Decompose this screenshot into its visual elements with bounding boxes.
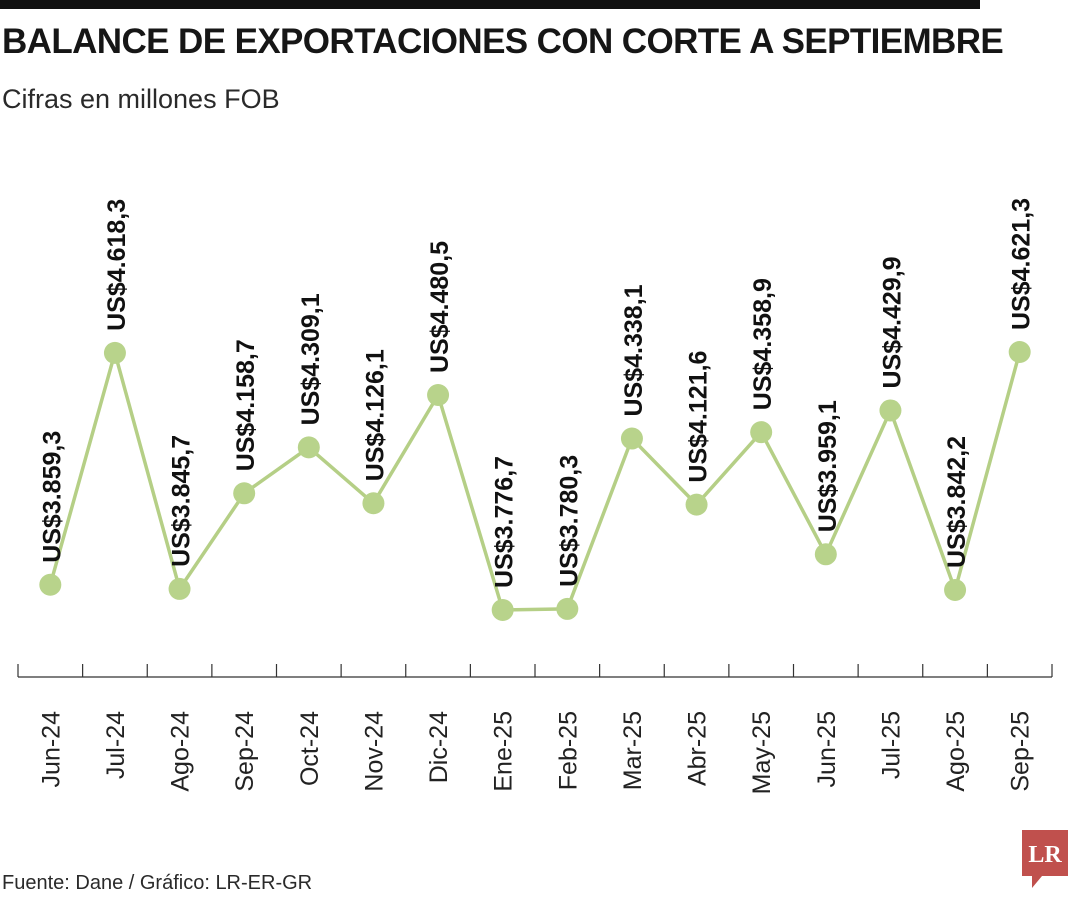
data-point [233, 482, 256, 505]
data-label: US$4.338,1 [620, 284, 648, 416]
x-tick-label: May-25 [748, 711, 776, 794]
x-tick-label: Ago-25 [942, 711, 970, 792]
x-tick-label: Ene-25 [490, 711, 518, 792]
data-point [620, 427, 643, 450]
x-tick-label: Jun-24 [37, 711, 65, 788]
data-point [297, 436, 320, 459]
data-label: US$4.621,3 [1008, 198, 1036, 330]
data-label: US$3.776,7 [491, 456, 519, 588]
data-point [814, 543, 837, 566]
source-note: Fuente: Dane / Gráfico: LR-ER-GR [2, 872, 313, 894]
data-label: US$4.126,1 [361, 349, 389, 481]
data-label: US$4.480,5 [426, 241, 454, 373]
data-label: US$3.959,1 [814, 400, 842, 532]
data-point [750, 421, 773, 444]
data-label: US$4.429,9 [878, 256, 906, 388]
x-tick-label: Mar-25 [619, 711, 647, 790]
chart-title: BALANCE DE EXPORTACIONES CON CORTE A SEP… [2, 22, 1004, 61]
logo-text: LR [1028, 842, 1062, 868]
data-label: US$3.780,3 [555, 455, 583, 587]
data-label: US$3.842,2 [943, 436, 971, 568]
x-tick-label: Nov-24 [360, 711, 388, 792]
x-tick-label: Feb-25 [554, 711, 582, 790]
data-label: US$4.618,3 [103, 199, 131, 331]
x-tick-label: Sep-24 [231, 711, 259, 792]
data-point [427, 384, 450, 407]
data-point [1008, 341, 1031, 363]
data-label: US$4.309,1 [297, 293, 325, 425]
chart-subtitle: Cifras en millones FOB [2, 84, 280, 114]
data-label: US$4.121,6 [685, 351, 713, 483]
data-label: US$3.845,7 [168, 435, 196, 567]
logo-badge [1022, 830, 1068, 888]
x-tick-label: Sep-25 [1007, 711, 1035, 792]
series-line [48, 351, 1022, 612]
x-tick-label: Jul-24 [102, 711, 130, 779]
x-tick-label: Jul-25 [877, 711, 905, 779]
data-point [168, 577, 191, 600]
data-point [103, 341, 126, 364]
x-tick-label: Abr-25 [684, 711, 712, 786]
x-tick-label: Ago-24 [167, 711, 195, 792]
data-point [39, 573, 62, 596]
data-point [685, 493, 708, 516]
x-tick-label: Oct-24 [296, 711, 324, 786]
data-label: US$4.358,9 [749, 278, 777, 410]
lr-logo: LR [1022, 830, 1068, 888]
data-point [879, 399, 902, 422]
data-label: US$3.859,3 [38, 431, 66, 563]
data-point [491, 599, 514, 621]
x-tick-label: Jun-25 [813, 711, 841, 787]
data-point [556, 597, 579, 620]
top-rule [0, 0, 980, 9]
data-point [944, 578, 967, 601]
data-point [362, 492, 385, 515]
data-label: US$4.158,7 [232, 339, 260, 471]
x-tick-label: Dic-24 [425, 711, 453, 783]
